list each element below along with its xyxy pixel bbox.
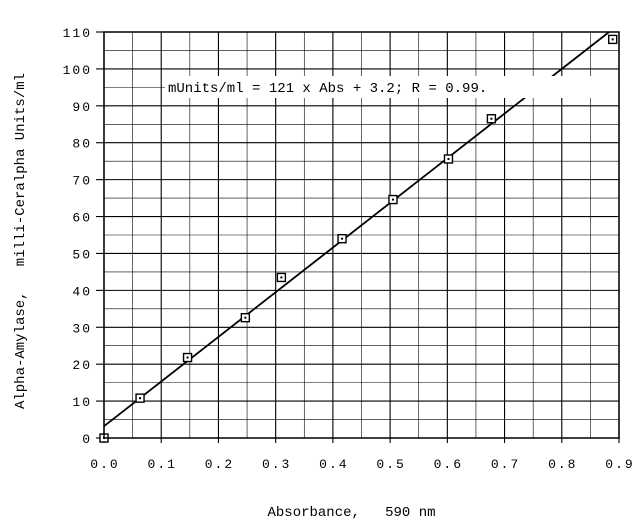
y-tick-label: 60 <box>72 211 92 226</box>
y-tick-label: 80 <box>72 137 92 152</box>
x-axis-ticks: 0.0 0.1 0.2 0.3 0.4 0.5 0.6 0.7 0.8 0.9 <box>90 438 634 472</box>
x-tick-label: 0.1 <box>148 457 177 472</box>
x-tick-label: 0.5 <box>376 457 405 472</box>
equation-annotation: mUnits/ml = 121 x Abs + 3.2; R = 0.99. <box>168 81 487 97</box>
minor-gridlines <box>104 32 619 438</box>
data-point-center <box>280 276 283 279</box>
y-axis-ticks: 0 10 20 30 40 50 60 70 80 90 100 110 <box>63 26 104 447</box>
x-tick-label: 0.2 <box>205 457 234 472</box>
y-tick-label: 90 <box>72 100 92 115</box>
data-point-center <box>244 316 247 319</box>
x-axis-title: Absorbance, 590 nm <box>267 505 435 521</box>
x-tick-label: 0.0 <box>90 457 119 472</box>
y-axis-title: Alpha-Amylase, milli-Ceralpha Units/ml <box>13 73 29 409</box>
y-tick-label: 0 <box>82 432 92 447</box>
data-point-center <box>391 198 394 201</box>
x-tick-label: 0.7 <box>491 457 520 472</box>
x-tick-label: 0.9 <box>605 457 634 472</box>
y-tick-label: 10 <box>72 395 92 410</box>
plot-frame <box>103 31 620 439</box>
y-tick-label: 30 <box>72 321 92 336</box>
x-tick-label: 0.6 <box>434 457 463 472</box>
y-tick-label: 70 <box>72 174 92 189</box>
y-tick-label: 50 <box>72 247 92 262</box>
y-tick-label: 110 <box>63 26 92 41</box>
x-tick-label: 0.4 <box>319 457 348 472</box>
x-tick-label: 0.3 <box>262 457 291 472</box>
y-tick-label: 20 <box>72 358 92 373</box>
x-tick-label: 0.8 <box>548 457 577 472</box>
data-points <box>99 34 618 443</box>
data-point-center <box>611 38 614 41</box>
data-point-center <box>447 157 450 160</box>
data-point-center <box>139 397 142 400</box>
y-tick-label: 100 <box>63 63 92 78</box>
y-tick-label: 40 <box>72 284 92 299</box>
equation-annotation-box <box>165 76 618 98</box>
data-point-center <box>490 117 493 120</box>
data-point-center <box>186 356 189 359</box>
data-point-center <box>341 237 344 240</box>
